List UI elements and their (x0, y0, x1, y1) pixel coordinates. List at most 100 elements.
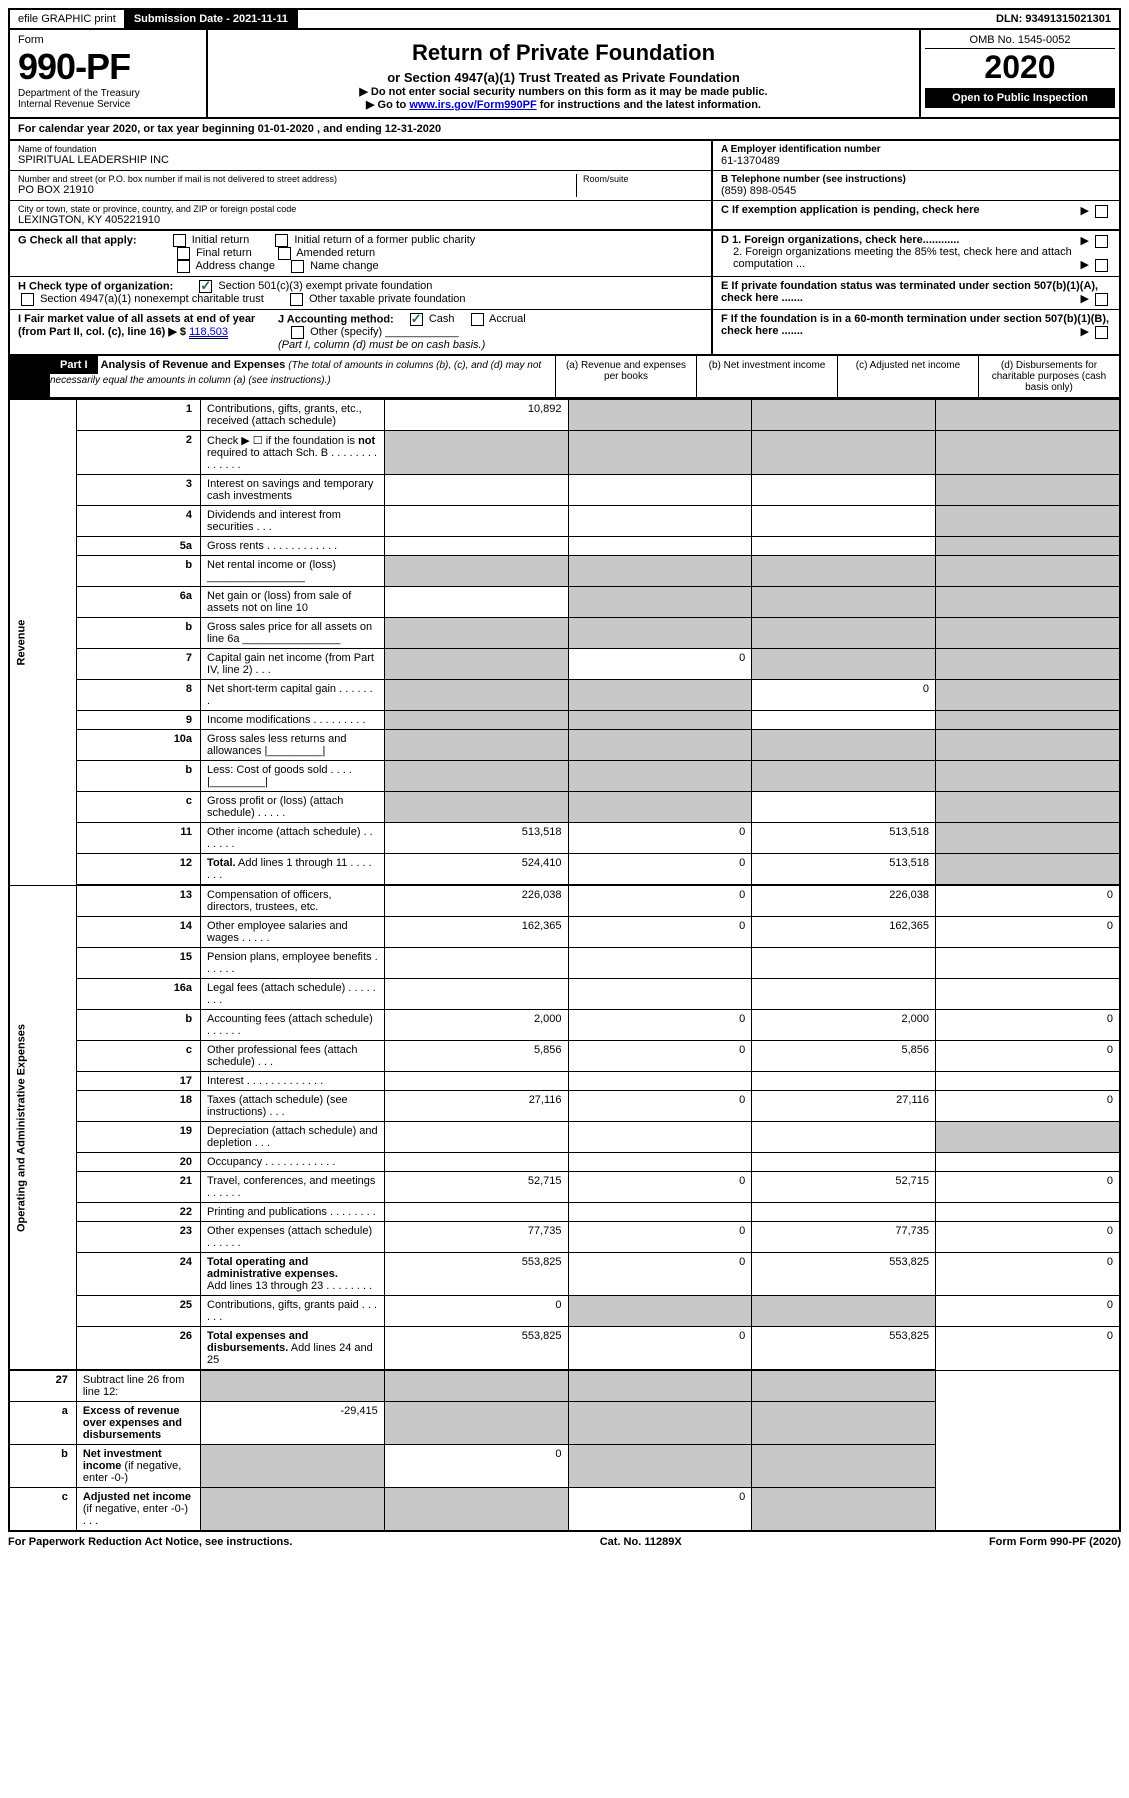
e-checkbox[interactable] (1095, 293, 1108, 306)
g-d-row: G Check all that apply: Initial return I… (8, 231, 1121, 277)
table-row: 27Subtract line 26 from line 12: (9, 1370, 1120, 1402)
table-row: aExcess of revenue over expenses and dis… (9, 1402, 1120, 1445)
form-word: Form (18, 34, 198, 46)
table-row: 6aNet gain or (loss) from sale of assets… (9, 587, 1120, 618)
table-row: 11Other income (attach schedule) . . . .… (9, 823, 1120, 854)
col-c-header: (c) Adjusted net income (837, 356, 978, 397)
table-row: cOther professional fees (attach schedul… (9, 1041, 1120, 1072)
table-row: 14Other employee salaries and wages . . … (9, 917, 1120, 948)
table-row: 24Total operating and administrative exp… (9, 1253, 1120, 1296)
j-other: Other (specify) (310, 326, 382, 338)
g-block: G Check all that apply: Initial return I… (10, 231, 711, 276)
part1-header: Part I Analysis of Revenue and Expenses … (8, 356, 1121, 399)
g-opt-5: Name change (310, 260, 379, 272)
g-amended-cb[interactable] (278, 247, 291, 260)
j-accrual-cb[interactable] (471, 313, 484, 326)
j-note: (Part I, column (d) must be on cash basi… (278, 339, 485, 351)
table-row: Operating and Administrative Expenses13C… (9, 885, 1120, 917)
city-block: City or town, state or province, country… (10, 201, 711, 229)
h-opt-1: Section 501(c)(3) exempt private foundat… (218, 280, 432, 292)
h-501c3-cb[interactable] (199, 280, 212, 293)
table-row: 12Total. Add lines 1 through 11 . . . . … (9, 854, 1120, 886)
table-row: bGross sales price for all assets on lin… (9, 618, 1120, 649)
d-block: D 1. Foreign organizations, check here..… (711, 231, 1119, 276)
h-4947-cb[interactable] (21, 293, 34, 306)
g-address-cb[interactable] (177, 260, 190, 273)
table-row: 2Check ▶ ☐ if the foundation is not requ… (9, 431, 1120, 475)
g-opt-4: Address change (195, 260, 275, 272)
h-block: H Check type of organization: Section 50… (10, 277, 711, 309)
table-row: 16aLegal fees (attach schedule) . . . . … (9, 979, 1120, 1010)
table-row: Revenue1Contributions, gifts, grants, et… (9, 400, 1120, 431)
ein-label: A Employer identification number (721, 144, 1111, 155)
col-d-header: (d) Disbursements for charitable purpose… (978, 356, 1119, 397)
footer-mid: Cat. No. 11289X (600, 1536, 682, 1548)
col-a-header: (a) Revenue and expenses per books (555, 356, 696, 397)
c-checkbox[interactable] (1095, 205, 1108, 218)
table-row: bNet rental income or (loss) ___________… (9, 556, 1120, 587)
j-other-cb[interactable] (291, 326, 304, 339)
dln: DLN: 93491315021301 (988, 10, 1119, 28)
main-table: Revenue1Contributions, gifts, grants, et… (8, 399, 1121, 1532)
c-label: C If exemption application is pending, c… (721, 204, 980, 216)
d2-checkbox[interactable] (1095, 259, 1108, 272)
phone-block: B Telephone number (see instructions) (8… (711, 171, 1119, 200)
city-label: City or town, state or province, country… (18, 204, 703, 214)
h-opt-3: Other taxable private foundation (309, 293, 466, 305)
table-row: 18Taxes (attach schedule) (see instructi… (9, 1091, 1120, 1122)
e-label: E If private foundation status was termi… (721, 280, 1098, 304)
ein-block: A Employer identification number 61-1370… (711, 141, 1119, 170)
g-opt-2: Final return (196, 247, 252, 259)
table-row: bNet investment income (if negative, ent… (9, 1445, 1120, 1488)
table-row: 8Net short-term capital gain . . . . . .… (9, 680, 1120, 711)
phone-label: B Telephone number (see instructions) (721, 174, 1111, 185)
part1-label: Part I (50, 356, 98, 374)
table-row: cAdjusted net income (if negative, enter… (9, 1488, 1120, 1532)
g-opt-3: Amended return (296, 247, 375, 259)
table-row: bAccounting fees (attach schedule) . . .… (9, 1010, 1120, 1041)
g-final-cb[interactable] (177, 247, 190, 260)
g-initial-cb[interactable] (173, 234, 186, 247)
f-block: F If the foundation is in a 60-month ter… (711, 310, 1119, 354)
dept: Department of the Treasury (18, 88, 198, 99)
i-j-f-row: I Fair market value of all assets at end… (8, 310, 1121, 356)
g-opt-0: Initial return (192, 234, 249, 246)
form-link[interactable]: www.irs.gov/Form990PF (409, 99, 536, 111)
note2-pre: ▶ Go to (366, 99, 409, 111)
g-name-cb[interactable] (291, 260, 304, 273)
table-row: 10aGross sales less returns and allowanc… (9, 730, 1120, 761)
addr: PO BOX 21910 (18, 184, 576, 196)
addr-phone-row: Number and street (or P.O. box number if… (8, 171, 1121, 201)
d1-checkbox[interactable] (1095, 235, 1108, 248)
e-block: E If private foundation status was termi… (711, 277, 1119, 309)
j-label: J Accounting method: (278, 313, 394, 325)
table-row: 7Capital gain net income (from Part IV, … (9, 649, 1120, 680)
table-row: bLess: Cost of goods sold . . . . |_____… (9, 761, 1120, 792)
form-header: Form 990-PF Department of the Treasury I… (8, 30, 1121, 119)
footer-left: For Paperwork Reduction Act Notice, see … (8, 1536, 292, 1548)
g-initial-former-cb[interactable] (275, 234, 288, 247)
g-label: G Check all that apply: (18, 234, 137, 246)
ein: 61-1370489 (721, 155, 1111, 167)
d1-label: D 1. Foreign organizations, check here..… (721, 234, 959, 246)
header-right: OMB No. 1545-0052 2020 Open to Public In… (919, 30, 1119, 117)
table-row: 4Dividends and interest from securities … (9, 506, 1120, 537)
table-row: 25Contributions, gifts, grants paid . . … (9, 1296, 1120, 1327)
h-e-row: H Check type of organization: Section 50… (8, 277, 1121, 310)
note2-post: for instructions and the latest informat… (537, 99, 761, 111)
table-row: 22Printing and publications . . . . . . … (9, 1203, 1120, 1222)
note2: ▶ Go to www.irs.gov/Form990PF for instru… (214, 98, 913, 111)
room-label: Room/suite (583, 174, 703, 184)
h-other-cb[interactable] (290, 293, 303, 306)
f-label: F If the foundation is in a 60-month ter… (721, 313, 1109, 337)
j-cash-cb[interactable] (410, 313, 423, 326)
table-row: cGross profit or (loss) (attach schedule… (9, 792, 1120, 823)
form-subtitle: or Section 4947(a)(1) Trust Treated as P… (214, 70, 913, 85)
g-opt-1: Initial return of a former public charit… (294, 234, 475, 246)
f-checkbox[interactable] (1095, 326, 1108, 339)
table-row: 19Depreciation (attach schedule) and dep… (9, 1122, 1120, 1153)
table-row: 9Income modifications . . . . . . . . . (9, 711, 1120, 730)
irs: Internal Revenue Service (18, 99, 198, 110)
i-value[interactable]: 118,503 (189, 326, 228, 339)
footer-right: Form Form 990-PF (2020) (989, 1536, 1121, 1548)
